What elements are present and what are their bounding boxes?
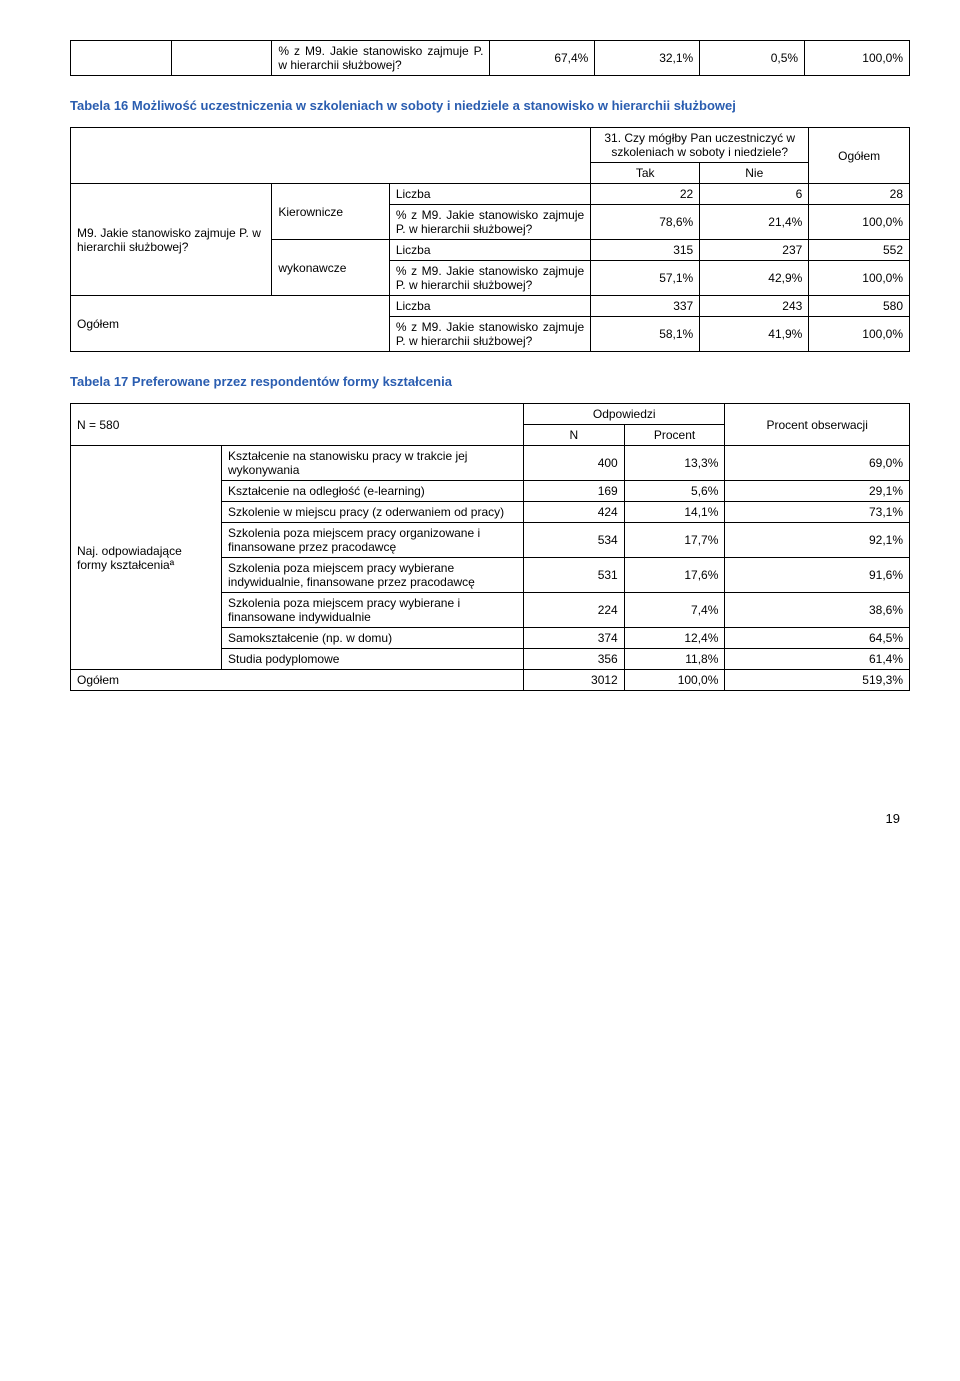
cell: 356 xyxy=(524,649,625,670)
cell: 0,5% xyxy=(700,41,805,76)
cell: 38,6% xyxy=(725,593,910,628)
cell: 14,1% xyxy=(624,502,725,523)
stub-label: Naj. odpowiadające formy kształceniaª xyxy=(71,446,222,670)
col-total: Ogółem xyxy=(809,128,910,184)
row-total: Ogółem xyxy=(71,296,390,352)
cell: 519,3% xyxy=(725,670,910,691)
col-yes: Tak xyxy=(591,163,700,184)
cell: 42,9% xyxy=(700,261,809,296)
cell: 58,1% xyxy=(591,317,700,352)
cell: 64,5% xyxy=(725,628,910,649)
row-label: Samokształcenie (np. w domu) xyxy=(222,628,524,649)
cell: 100,0% xyxy=(624,670,725,691)
cell: 17,7% xyxy=(624,523,725,558)
table-16: 31. Czy mógłby Pan uczestniczyć w szkole… xyxy=(70,127,910,352)
cell: 41,9% xyxy=(700,317,809,352)
liczba-label: Liczba xyxy=(389,240,590,261)
row-label: Kształcenie na odległość (e-learning) xyxy=(222,481,524,502)
pct-label: % z M9. Jakie stanowisko zajmuje P. w hi… xyxy=(389,261,590,296)
cell: 534 xyxy=(524,523,625,558)
col-procent: Procent xyxy=(624,425,725,446)
col-proc-obs: Procent obserwacji xyxy=(725,404,910,446)
cell: 100,0% xyxy=(809,261,910,296)
group-wyk: wykonawcze xyxy=(272,240,389,296)
liczba-label: Liczba xyxy=(389,184,590,205)
table16-heading: Tabela 16 Możliwość uczestniczenia w szk… xyxy=(70,98,910,113)
cell: 29,1% xyxy=(725,481,910,502)
row-label: Kształcenie na stanowisku pracy w trakci… xyxy=(222,446,524,481)
cell: 73,1% xyxy=(725,502,910,523)
row-total: Ogółem xyxy=(71,670,524,691)
cell: 21,4% xyxy=(700,205,809,240)
cell: 224 xyxy=(524,593,625,628)
cell: 100,0% xyxy=(809,205,910,240)
cell: 374 xyxy=(524,628,625,649)
cell: 400 xyxy=(524,446,625,481)
row-label: Szkolenia poza miejscem pracy organizowa… xyxy=(222,523,524,558)
n-label: N = 580 xyxy=(71,404,524,446)
row-label: Szkolenie w miejscu pracy (z oderwaniem … xyxy=(222,502,524,523)
col-no: Nie xyxy=(700,163,809,184)
cell: 78,6% xyxy=(591,205,700,240)
col-n: N xyxy=(524,425,625,446)
pct-label: % z M9. Jakie stanowisko zajmuje P. w hi… xyxy=(389,317,590,352)
stub-empty xyxy=(71,41,172,76)
cell: 169 xyxy=(524,481,625,502)
cell: 91,6% xyxy=(725,558,910,593)
cell: 17,6% xyxy=(624,558,725,593)
row-label: Szkolenia poza miejscem pracy wybierane … xyxy=(222,593,524,628)
table-15-partial: % z M9. Jakie stanowisko zajmuje P. w hi… xyxy=(70,40,910,76)
stub-empty xyxy=(171,41,272,76)
cell: 315 xyxy=(591,240,700,261)
cell: 61,4% xyxy=(725,649,910,670)
row-label: % z M9. Jakie stanowisko zajmuje P. w hi… xyxy=(272,41,490,76)
cell: 28 xyxy=(809,184,910,205)
cell: 13,3% xyxy=(624,446,725,481)
cell: 337 xyxy=(591,296,700,317)
page-number: 19 xyxy=(70,811,910,826)
cell: 12,4% xyxy=(624,628,725,649)
table-17: N = 580 Odpowiedzi Procent obserwacji N … xyxy=(70,403,910,691)
header-empty xyxy=(71,128,591,184)
table17-heading: Tabela 17 Preferowane przez respondentów… xyxy=(70,374,910,389)
cell: 67,4% xyxy=(490,41,595,76)
cell: 237 xyxy=(700,240,809,261)
rowgroup-label: M9. Jakie stanowisko zajmuje P. w hierar… xyxy=(71,184,272,296)
cell: 531 xyxy=(524,558,625,593)
cell: 3012 xyxy=(524,670,625,691)
pct-label: % z M9. Jakie stanowisko zajmuje P. w hi… xyxy=(389,205,590,240)
cell: 7,4% xyxy=(624,593,725,628)
cell: 424 xyxy=(524,502,625,523)
group-kier: Kierownicze xyxy=(272,184,389,240)
liczba-label: Liczba xyxy=(389,296,590,317)
cell: 100,0% xyxy=(805,41,910,76)
row-label: Studia podyplomowe xyxy=(222,649,524,670)
col-odp: Odpowiedzi xyxy=(524,404,725,425)
cell: 32,1% xyxy=(595,41,700,76)
cell: 243 xyxy=(700,296,809,317)
cell: 580 xyxy=(809,296,910,317)
cell: 11,8% xyxy=(624,649,725,670)
col-question: 31. Czy mógłby Pan uczestniczyć w szkole… xyxy=(591,128,809,163)
cell: 552 xyxy=(809,240,910,261)
cell: 92,1% xyxy=(725,523,910,558)
cell: 69,0% xyxy=(725,446,910,481)
cell: 6 xyxy=(700,184,809,205)
row-label: Szkolenia poza miejscem pracy wybierane … xyxy=(222,558,524,593)
cell: 100,0% xyxy=(809,317,910,352)
cell: 57,1% xyxy=(591,261,700,296)
cell: 22 xyxy=(591,184,700,205)
cell: 5,6% xyxy=(624,481,725,502)
